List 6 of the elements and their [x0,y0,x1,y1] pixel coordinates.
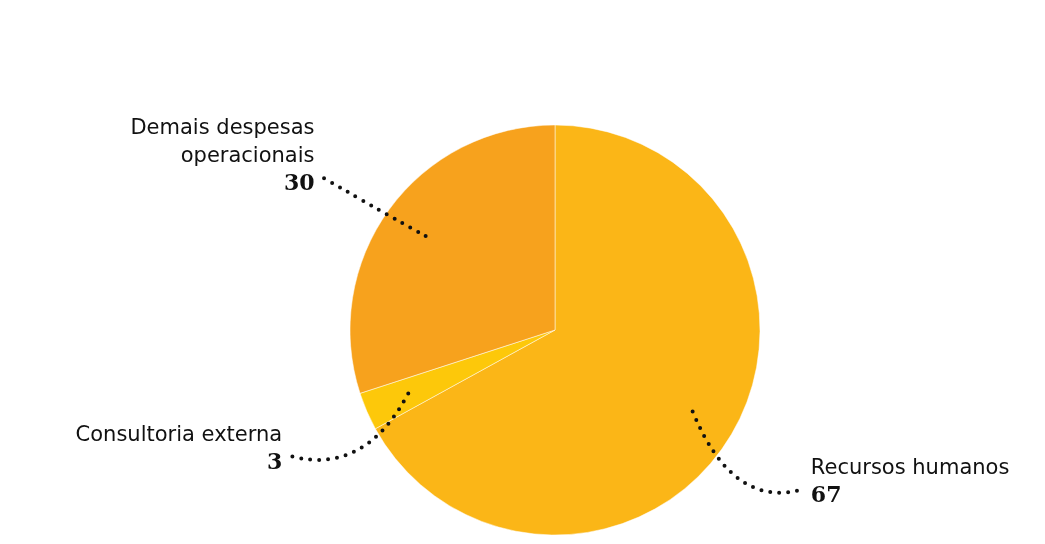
slice-label: Consultoria externa [75,422,283,447]
slice-label: Recursos humanos [810,455,1010,480]
data-label: 67 [810,481,842,508]
slice-label: Demais despesas operacionais [130,115,315,168]
data-label: 30 [283,169,315,196]
data-label: 3 [266,448,283,475]
